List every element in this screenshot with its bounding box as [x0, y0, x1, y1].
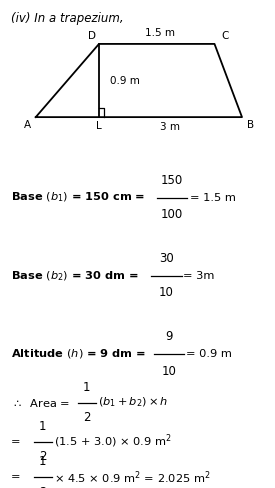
Text: 1: 1 — [83, 381, 90, 394]
Text: 30: 30 — [159, 252, 174, 265]
Text: 0.9 m: 0.9 m — [110, 76, 140, 85]
Text: 1.5 m: 1.5 m — [144, 28, 175, 38]
Text: 10: 10 — [162, 365, 177, 378]
Text: 2: 2 — [39, 486, 46, 488]
Text: L: L — [96, 121, 102, 131]
Text: A: A — [24, 120, 31, 129]
Text: $\times$ 4.5 $\times$ 0.9 m$^2$ = 2.025 m$^2$: $\times$ 4.5 $\times$ 0.9 m$^2$ = 2.025 … — [54, 469, 211, 486]
Text: $\therefore$  Area =: $\therefore$ Area = — [11, 397, 70, 408]
Text: 9: 9 — [165, 330, 173, 343]
Text: (1.5 + 3.0) $\times$ 0.9 m$^2$: (1.5 + 3.0) $\times$ 0.9 m$^2$ — [54, 433, 172, 450]
Text: 2: 2 — [83, 411, 90, 425]
Text: Base $(b_1)$ = 150 cm =: Base $(b_1)$ = 150 cm = — [11, 191, 145, 204]
Text: 100: 100 — [161, 208, 183, 222]
Text: =: = — [11, 472, 21, 482]
Text: 10: 10 — [159, 286, 174, 300]
Text: = 1.5 m: = 1.5 m — [190, 193, 236, 203]
Text: 3 m: 3 m — [161, 122, 180, 132]
Text: $(b_1 + b_2) \times h$: $(b_1 + b_2) \times h$ — [98, 396, 168, 409]
Text: C: C — [221, 32, 229, 41]
Text: 2: 2 — [39, 450, 46, 464]
Text: = 0.9 m: = 0.9 m — [186, 349, 232, 359]
Text: Altitude $(h)$ = 9 dm =: Altitude $(h)$ = 9 dm = — [11, 347, 146, 360]
Text: 150: 150 — [161, 174, 183, 187]
Text: B: B — [247, 120, 254, 129]
Text: D: D — [88, 32, 96, 41]
Text: (iv) In a trapezium,: (iv) In a trapezium, — [11, 12, 124, 25]
Text: =: = — [11, 437, 21, 447]
Text: Base $(b_2)$ = 30 dm =: Base $(b_2)$ = 30 dm = — [11, 269, 139, 283]
Text: = 3m: = 3m — [183, 271, 214, 281]
Text: 1: 1 — [39, 420, 46, 433]
Text: 1: 1 — [39, 455, 46, 468]
